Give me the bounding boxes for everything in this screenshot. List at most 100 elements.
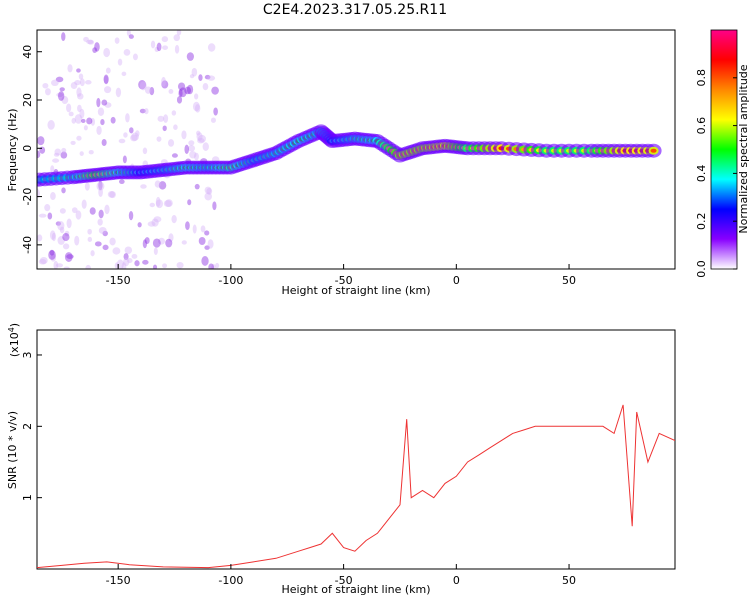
spec-ytick-label: -20: [21, 188, 34, 206]
noise-speckle: [192, 101, 200, 112]
noise-speckle: [66, 254, 74, 259]
snr-xtick-label: -50: [335, 574, 353, 587]
noise-speckle: [74, 114, 83, 124]
noise-speckle: [59, 208, 66, 214]
ridge-core: [650, 148, 657, 153]
noise-speckle: [155, 196, 161, 207]
snr-xlabel: Height of straight line (km): [281, 583, 430, 596]
noise-speckle: [142, 259, 149, 265]
noise-speckle: [189, 151, 197, 159]
spec-ytick-label: 0: [21, 145, 34, 152]
noise-speckle: [84, 80, 92, 85]
noise-speckle: [87, 228, 92, 235]
noise-speckle: [131, 253, 138, 259]
noise-speckle: [161, 80, 169, 89]
noise-speckle: [179, 87, 187, 98]
noise-speckle: [134, 260, 140, 267]
noise-speckle: [129, 127, 134, 134]
noise-speckle: [147, 221, 156, 227]
noise-speckle: [100, 119, 105, 126]
noise-speckle: [154, 180, 161, 188]
snr-line: [37, 404, 675, 569]
noise-speckle: [135, 130, 140, 137]
noise-speckle: [127, 258, 133, 264]
noise-speckle: [211, 86, 219, 95]
noise-speckle: [184, 144, 189, 155]
noise-speckle: [184, 86, 192, 95]
noise-speckle: [98, 187, 103, 198]
noise-speckle: [126, 30, 131, 37]
noise-speckle: [103, 75, 109, 85]
noise-speckle: [64, 252, 73, 262]
noise-speckle: [37, 234, 43, 242]
noise-speckle: [174, 44, 180, 54]
noise-speckle: [61, 96, 69, 104]
noise-speckle: [81, 199, 87, 209]
noise-speckle: [103, 47, 111, 58]
noise-speckle: [86, 117, 93, 125]
noise-speckle: [109, 237, 116, 246]
noise-speckle: [191, 67, 198, 77]
noise-speckle: [155, 199, 164, 209]
noise-speckle: [107, 190, 116, 198]
noise-speckle: [210, 117, 216, 123]
noise-speckle: [84, 182, 90, 191]
noise-speckle: [215, 262, 220, 269]
noise-speckle: [98, 180, 103, 191]
noise-speckle: [38, 213, 47, 218]
noise-speckle: [188, 140, 195, 146]
noise-speckle: [207, 239, 214, 249]
noise-speckle: [128, 34, 134, 39]
noise-speckle: [158, 181, 167, 190]
noise-speckle: [176, 261, 184, 269]
noise-speckle: [101, 139, 107, 146]
noise-speckle: [207, 43, 216, 52]
colorbar-tick-label: 0.6: [695, 117, 708, 135]
spec-xtick-label: -100: [218, 274, 243, 287]
noise-speckle: [54, 148, 62, 156]
colorbar-tick-label: 0.8: [695, 69, 708, 87]
noise-speckle: [57, 220, 65, 231]
noise-speckle: [171, 153, 178, 158]
snr-panel: Height of straight line (km) SNR (10 * v…: [6, 323, 676, 596]
noise-speckle: [81, 118, 86, 124]
noise-speckle: [60, 151, 68, 159]
noise-speckle: [83, 36, 89, 42]
snr-scale-label: (x104): [7, 323, 21, 357]
noise-speckle: [122, 155, 127, 164]
spec-ytick-label: 40: [21, 45, 34, 59]
noise-speckle: [79, 151, 84, 156]
noise-speckle: [56, 92, 64, 97]
noise-speckle: [57, 91, 65, 101]
noise-speckle: [208, 263, 214, 269]
noise-speckle: [96, 125, 102, 136]
noise-speckle: [167, 139, 175, 147]
noise-speckle: [50, 192, 56, 201]
noise-speckle: [204, 230, 210, 236]
noise-speckle: [204, 245, 210, 250]
noise-speckle: [85, 264, 92, 269]
noise-speckle: [89, 207, 96, 215]
noise-speckle: [59, 87, 65, 92]
noise-speckle: [75, 210, 82, 220]
noise-speckle: [177, 82, 186, 91]
noise-speckle: [96, 97, 101, 108]
noise-speckle: [178, 89, 183, 98]
noise-speckle: [102, 244, 109, 251]
colorbar-gradient-fill: [711, 30, 737, 269]
noise-speckle: [150, 40, 156, 49]
noise-speckle: [70, 81, 78, 89]
noise-speckle: [125, 113, 130, 123]
noise-speckle: [194, 93, 199, 100]
noise-speckle: [49, 230, 56, 240]
noise-speckle: [105, 67, 111, 74]
noise-speckle: [144, 237, 150, 244]
noise-speckle: [45, 88, 51, 96]
noise-speckle: [37, 150, 41, 159]
noise-speckle: [42, 83, 49, 89]
noise-speckle: [151, 218, 159, 227]
spec-xtick-label: -150: [106, 274, 131, 287]
noise-speckle: [47, 212, 53, 220]
noise-speckle: [142, 239, 148, 249]
